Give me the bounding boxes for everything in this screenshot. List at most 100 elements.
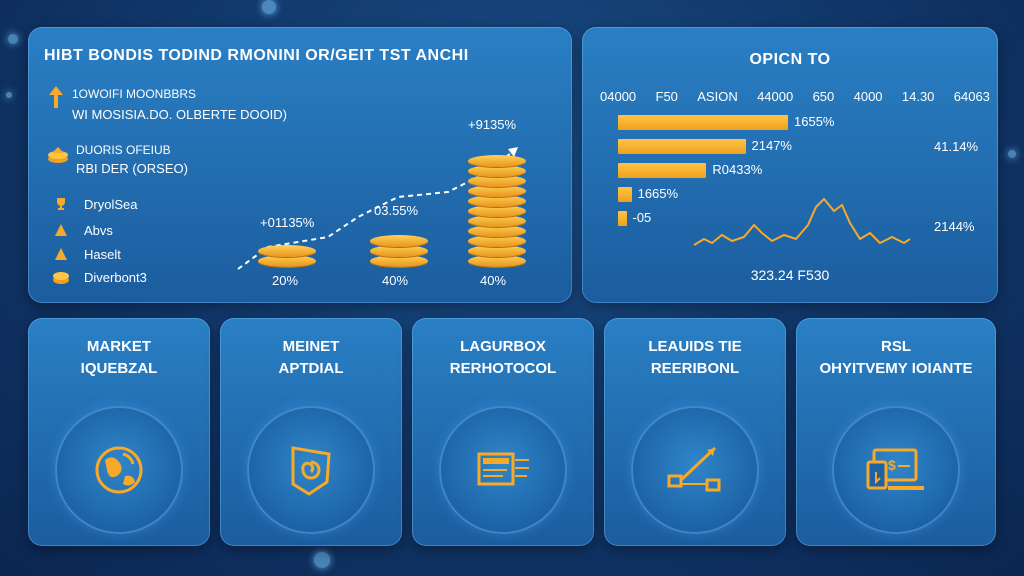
right-value: 2144% bbox=[934, 219, 975, 234]
bonds-panel: HIBT BONDIS TODIND RMONINI OR/GEIT TST A… bbox=[28, 27, 572, 303]
card-title: MARKET IQUEBZAL bbox=[28, 336, 210, 380]
background-dot bbox=[6, 92, 12, 98]
note-line: DUORIS OFEIUB bbox=[76, 143, 171, 157]
header-value: F50 bbox=[655, 89, 678, 104]
card-title: LAGURBOX RERHOTOCOL bbox=[412, 336, 594, 380]
coin bbox=[258, 255, 316, 267]
header-values-row: 04000 F50 ASION 44000 650 4000 14.30 640… bbox=[600, 89, 990, 104]
coin-stack bbox=[368, 177, 432, 267]
panel-title: HIBT BONDIS TODIND RMONINI OR/GEIT TST A… bbox=[44, 47, 469, 64]
stack-axis-label: 40% bbox=[382, 273, 409, 288]
card-icon-circle bbox=[439, 406, 567, 534]
leauids-card[interactable]: LEAUIDS TIE REERIBONL bbox=[604, 318, 786, 546]
coin-stack bbox=[256, 177, 320, 267]
meinet-card[interactable]: MEINET APTDIAL bbox=[220, 318, 402, 546]
bar bbox=[618, 115, 788, 130]
coin bbox=[468, 245, 526, 257]
card-title-line: RSL bbox=[881, 338, 911, 355]
footer-value: 323.24 F530 bbox=[750, 267, 830, 283]
legend-label: Abvs bbox=[84, 223, 113, 238]
note-line: RBI DER (ORSEO) bbox=[76, 161, 188, 176]
legend-label: Diverbont3 bbox=[84, 270, 147, 285]
card-title: RSL OHYITVEMY IOIANTE bbox=[796, 336, 996, 380]
rsl-card[interactable]: RSL OHYITVEMY IOIANTE $ bbox=[796, 318, 996, 546]
bar bbox=[618, 139, 746, 154]
coin-stack bbox=[466, 127, 530, 267]
header-value: 4000 bbox=[853, 89, 883, 104]
card-title-line: LEAUIDS TIE bbox=[648, 338, 742, 355]
legend-label: DryolSea bbox=[84, 197, 138, 212]
background-dot bbox=[1008, 150, 1016, 158]
header-value: 04000 bbox=[600, 89, 637, 104]
header-value: ASION bbox=[697, 89, 738, 104]
card-title-line: APTDIAL bbox=[278, 360, 344, 377]
market-card[interactable]: MARKET IQUEBZAL bbox=[28, 318, 210, 546]
bar bbox=[618, 211, 627, 226]
stack-value-label: 03.55% bbox=[374, 203, 419, 218]
triangle-icon bbox=[55, 224, 67, 236]
card-title-line: IQUEBZAL bbox=[80, 360, 158, 377]
coins-icon bbox=[48, 147, 68, 163]
panel-title: OPICN TO bbox=[749, 51, 831, 68]
coin bbox=[468, 215, 526, 227]
note-line: 1OWOIFI MOONBBRS bbox=[72, 87, 197, 101]
network-icon bbox=[667, 446, 721, 492]
stack-axis-label: 20% bbox=[272, 273, 299, 288]
background-dot bbox=[8, 34, 18, 44]
triangle-icon bbox=[55, 248, 67, 260]
coin bbox=[370, 255, 428, 267]
globe-icon bbox=[95, 446, 143, 494]
coin-icon bbox=[53, 272, 69, 284]
bar bbox=[618, 187, 632, 202]
coin bbox=[468, 205, 526, 217]
legend-label: Haselt bbox=[84, 247, 121, 262]
bar bbox=[618, 163, 707, 178]
coin bbox=[468, 175, 526, 187]
svg-text:$: $ bbox=[888, 457, 896, 473]
coin bbox=[468, 235, 526, 247]
shield-icon bbox=[291, 446, 331, 496]
bar-label: 1655% bbox=[794, 114, 835, 129]
coin bbox=[370, 235, 428, 247]
coin bbox=[468, 155, 526, 167]
bar-label: 1665% bbox=[637, 186, 679, 201]
lagurbox-card[interactable]: LAGURBOX RERHOTOCOL bbox=[412, 318, 594, 546]
card-icon-circle bbox=[55, 406, 183, 534]
card-title-line: OHYITVEMY IOIANTE bbox=[819, 360, 973, 377]
coin bbox=[370, 245, 428, 257]
coin bbox=[468, 255, 526, 267]
card-icon-circle bbox=[247, 406, 375, 534]
card-title-line: REERIBONL bbox=[650, 360, 740, 377]
document-icon bbox=[477, 452, 529, 486]
card-title-line: MARKET bbox=[86, 338, 152, 355]
arrow-up-icon bbox=[49, 86, 63, 108]
coin bbox=[468, 195, 526, 207]
mountain-line-graph bbox=[693, 197, 911, 246]
trophy-icon bbox=[57, 198, 65, 210]
monitor-icon: $ bbox=[866, 448, 924, 490]
card-title-line: RERHOTOCOL bbox=[449, 360, 557, 377]
stack-axis-label: 40% bbox=[480, 273, 507, 288]
bar-label: 2147% bbox=[751, 138, 792, 153]
stack-value-label: +9135% bbox=[468, 117, 517, 132]
bar-label: -05 bbox=[632, 210, 652, 225]
options-panel: OPICN TO 04000 F50 ASION 44000 650 4000 … bbox=[582, 27, 998, 303]
background-dot bbox=[314, 552, 330, 568]
stack-value-label: +01135% bbox=[260, 215, 315, 230]
coin bbox=[468, 185, 526, 197]
bar-label: R0433% bbox=[712, 162, 763, 177]
coin bbox=[468, 165, 526, 177]
header-value: 14.30 bbox=[901, 89, 935, 104]
card-title-line: LAGURBOX bbox=[460, 338, 546, 355]
note-line: WI MOSISIA.DO. OLBERTE DOOID) bbox=[72, 107, 288, 122]
card-icon-circle: $ bbox=[832, 406, 960, 534]
header-value: 650 bbox=[812, 89, 835, 104]
bar-list: 1655% 2147% R0433% 1665% -05 bbox=[618, 114, 878, 235]
card-title: LEAUIDS TIE REERIBONL bbox=[604, 336, 786, 380]
card-title-line: MEINET bbox=[282, 338, 340, 355]
coin bbox=[258, 245, 316, 257]
header-value: 64063 bbox=[953, 89, 990, 104]
right-value: 41.14% bbox=[934, 139, 979, 154]
background-dot bbox=[262, 0, 276, 14]
card-title: MEINET APTDIAL bbox=[220, 336, 402, 380]
